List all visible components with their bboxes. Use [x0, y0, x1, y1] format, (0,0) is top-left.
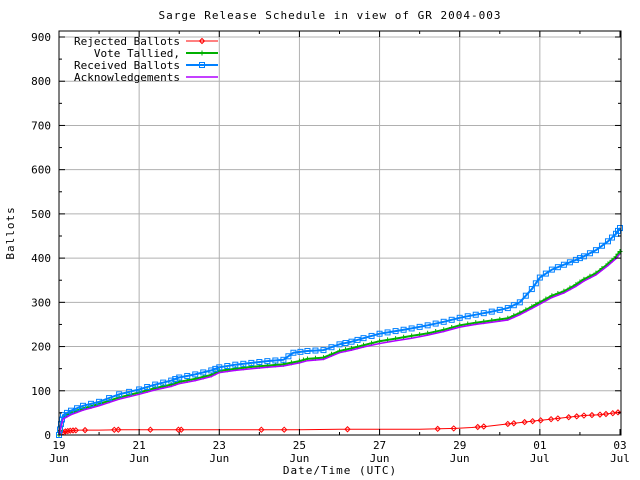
y-tick-label: 200: [31, 341, 51, 354]
x-tick-label-month: Jun: [370, 452, 390, 465]
x-tick-label-day: 29: [453, 439, 466, 452]
y-tick-label: 800: [31, 75, 51, 88]
x-tick-label-day: 01: [533, 439, 546, 452]
legend-label: Received Ballots: [74, 59, 180, 72]
y-axis-title: Ballots: [4, 206, 17, 259]
x-axis-title: Date/Time (UTC): [283, 464, 397, 477]
grid-lines: [59, 31, 621, 435]
y-tick-label: 700: [31, 119, 51, 132]
series-rejected-ballots: [58, 409, 622, 436]
axes: 010020030040050060070080090019Jun21Jun23…: [31, 30, 630, 465]
x-tick-label-day: 23: [213, 439, 226, 452]
y-tick-label: 400: [31, 252, 51, 265]
x-tick-label-month: Jul: [530, 452, 550, 465]
x-tick-label-day: 25: [293, 439, 306, 452]
legend-label: Acknowledgements: [74, 71, 180, 84]
x-tick-label-month: Jun: [129, 452, 149, 465]
series-received-ballots: [56, 225, 623, 438]
y-tick-label: 300: [31, 296, 51, 309]
legend-item-0: Rejected Ballots: [74, 35, 218, 48]
x-tick-label-month: Jun: [450, 452, 470, 465]
y-tick-label: 0: [44, 429, 51, 442]
legend-label: Vote Tallied,: [94, 47, 180, 60]
x-tick-label-month: Jul: [610, 452, 630, 465]
data-series: [56, 225, 623, 438]
legend-item-3: Acknowledgements: [74, 71, 218, 84]
y-tick-label: 100: [31, 385, 51, 398]
x-tick-label-month: Jun: [289, 452, 309, 465]
y-tick-label: 500: [31, 208, 51, 221]
legend-item-1: Vote Tallied,: [94, 47, 218, 60]
x-tick-label-day: 27: [373, 439, 386, 452]
y-tick-label: 600: [31, 164, 51, 177]
chart-title: Sarge Release Schedule in view of GR 200…: [158, 9, 501, 22]
legend-item-2: Received Ballots: [74, 59, 218, 72]
series-acknowledgements: [58, 253, 621, 436]
legend-label: Rejected Ballots: [74, 35, 180, 48]
x-tick-label-month: Jun: [209, 452, 229, 465]
x-tick-label-day: 21: [133, 439, 146, 452]
y-tick-label: 900: [31, 31, 51, 44]
x-tick-label-day: 03: [613, 439, 626, 452]
x-tick-label-day: 19: [52, 439, 65, 452]
x-tick-label-month: Jun: [49, 452, 69, 465]
